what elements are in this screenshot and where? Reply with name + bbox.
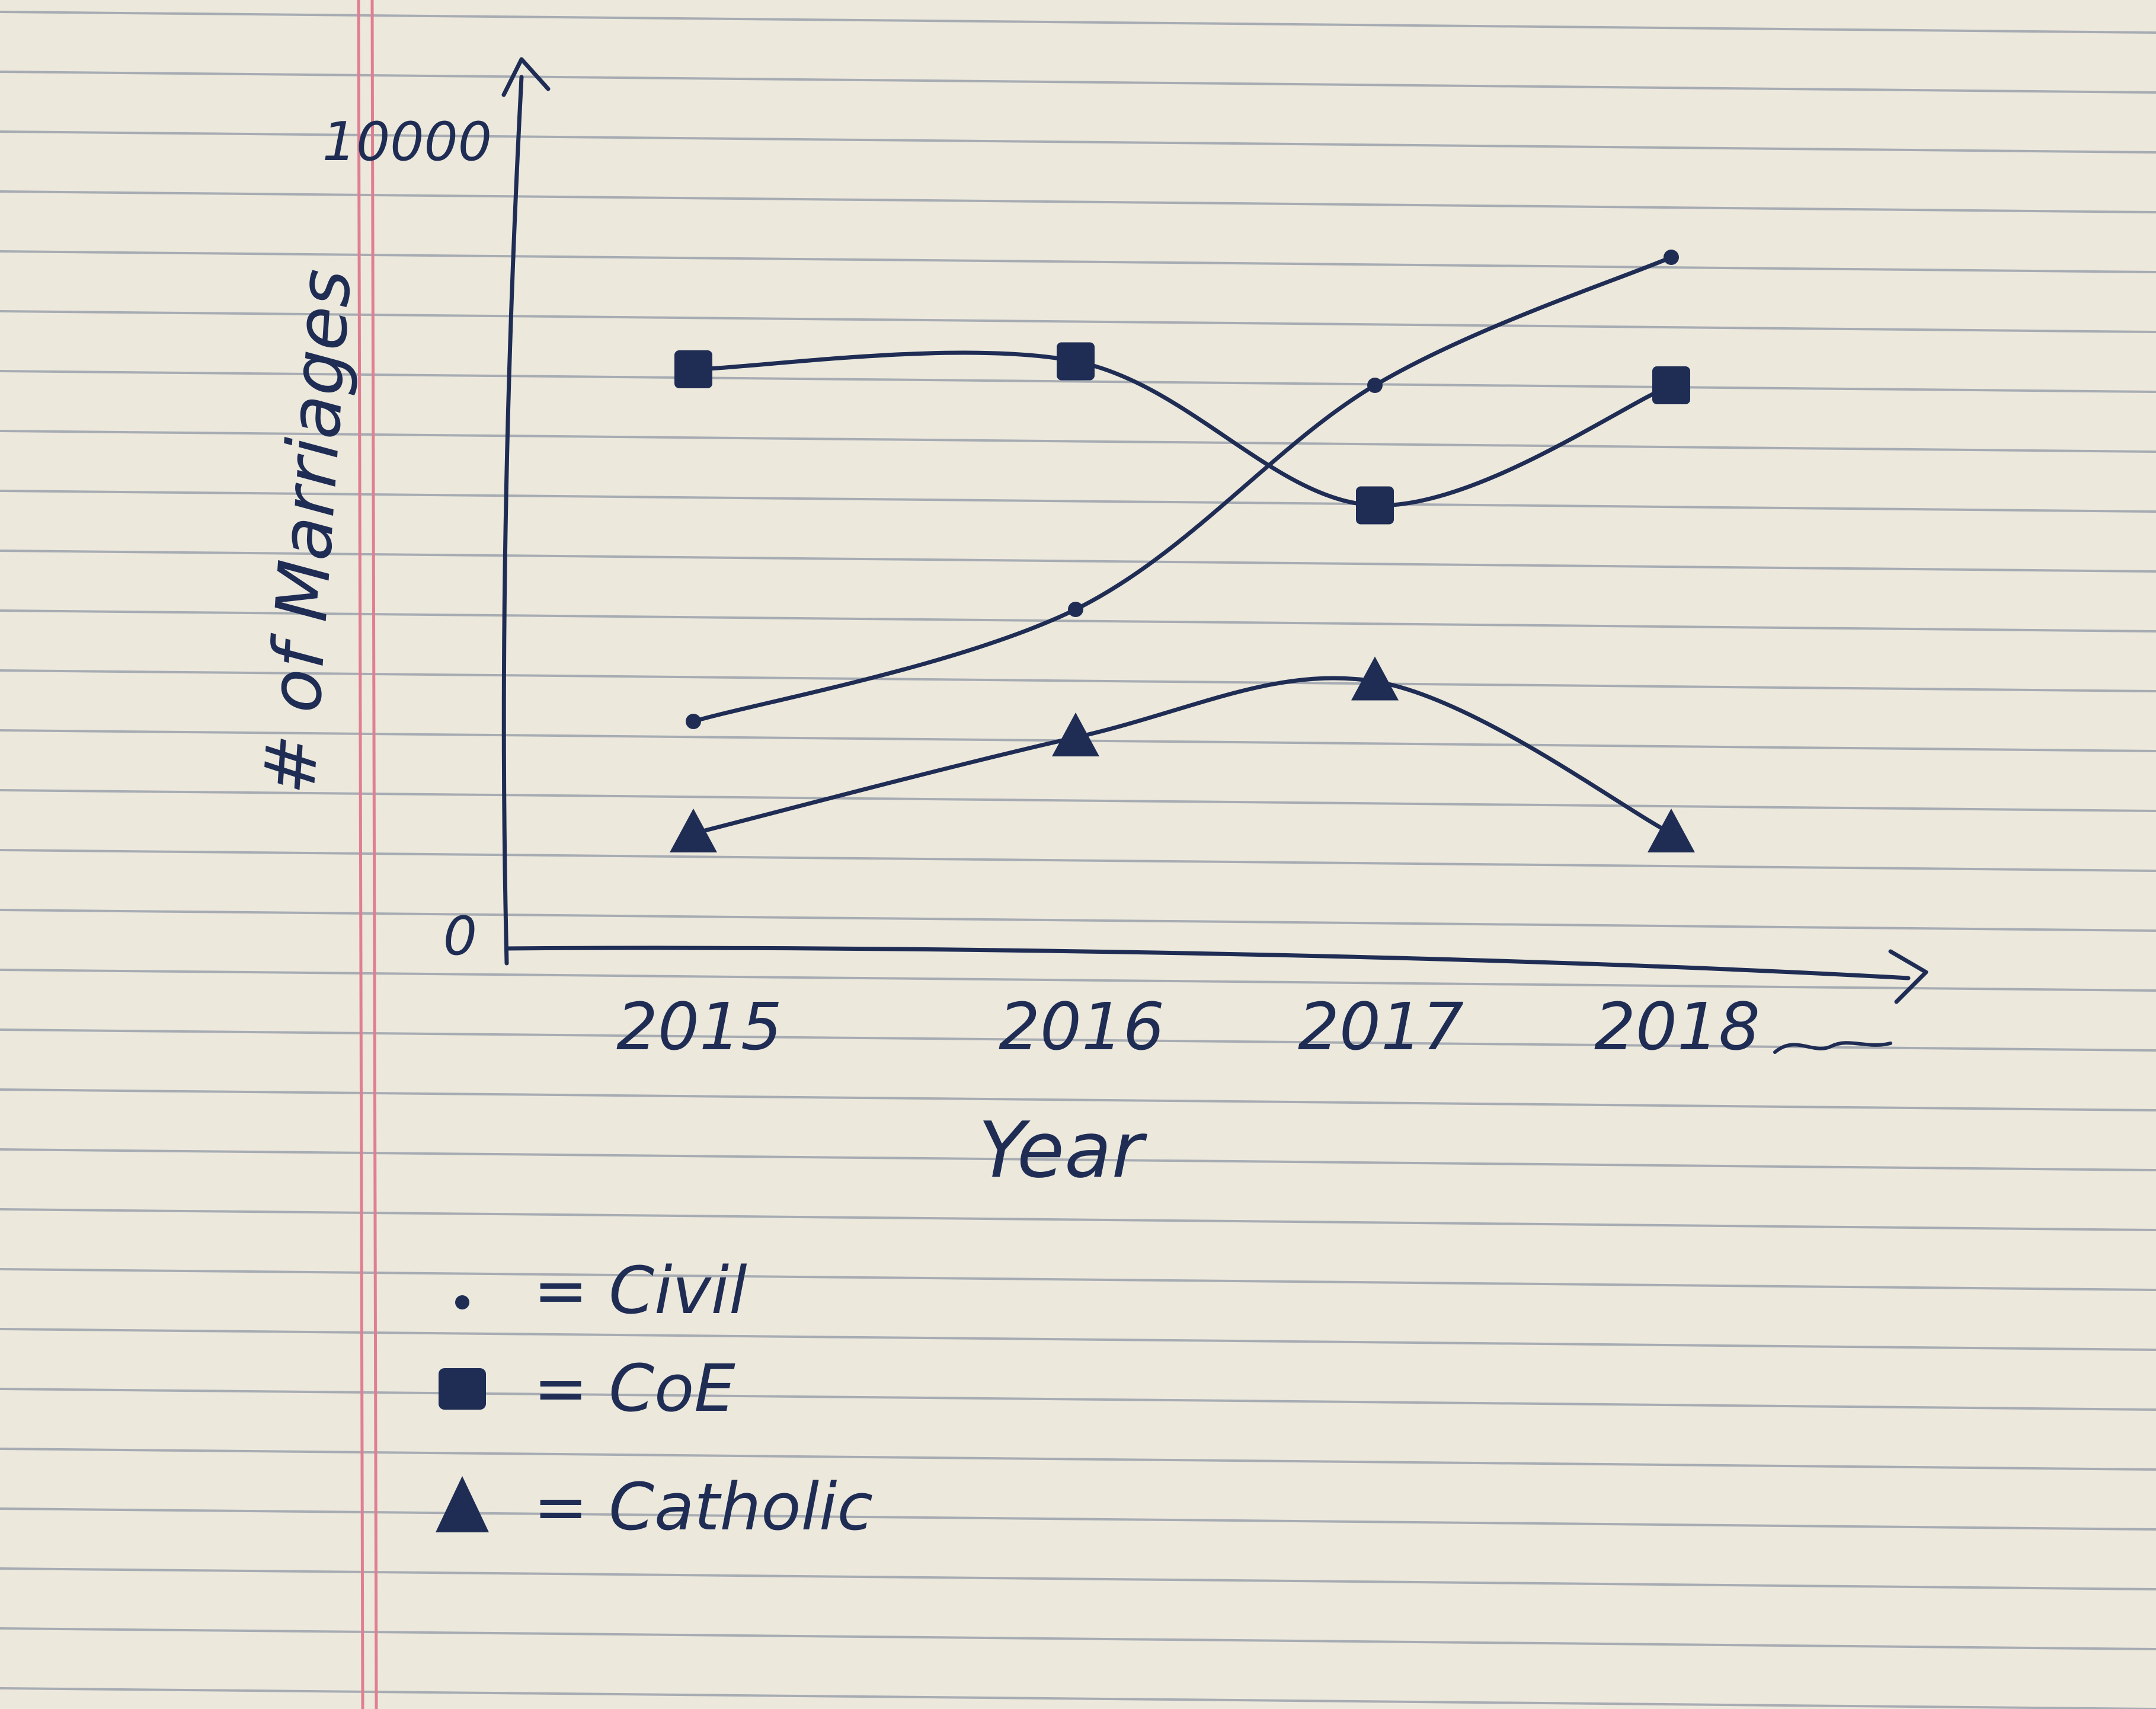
x-axis-arrow — [1888, 949, 1928, 1004]
x-axis-tilde — [1773, 1041, 1892, 1054]
x-tick-label: 2018 — [1594, 989, 1760, 1065]
series-markers — [670, 250, 1695, 852]
data-point-civil — [1068, 602, 1083, 617]
x-tick-label: 2017 — [1298, 989, 1464, 1065]
legend-label: = Catholic — [533, 1469, 873, 1545]
margin-lines — [357, 0, 378, 1709]
line-chart: 2015 2016 2017 2018 0 10000 Year # of Marriag… — [248, 57, 1928, 1545]
data-point-civil — [1664, 250, 1679, 265]
data-point-catholic — [1648, 809, 1695, 852]
data-point-civil — [686, 714, 701, 729]
data-point-catholic — [1052, 713, 1099, 756]
data-point-coe — [1057, 342, 1095, 381]
data-point-coe — [1652, 366, 1690, 404]
data-point-coe — [1356, 486, 1394, 525]
legend-symbol — [436, 1476, 489, 1532]
data-point-civil — [1367, 378, 1383, 393]
series-line-civil — [691, 255, 1674, 724]
series-line-coe — [691, 350, 1674, 508]
x-tick-label: 2015 — [616, 989, 782, 1065]
x-axis — [504, 945, 1911, 980]
x-axis-label: Year — [978, 1105, 1148, 1195]
data-point-catholic — [670, 809, 717, 852]
series-line-catholic — [691, 676, 1674, 836]
x-tick-label: 2016 — [999, 989, 1165, 1065]
legend-symbol — [455, 1295, 469, 1309]
data-point-catholic — [1351, 656, 1399, 701]
y-axis-label: # of Marriages — [248, 267, 367, 797]
ruled-lines — [0, 11, 2156, 1709]
series-lines — [691, 255, 1674, 836]
data-point-coe — [674, 350, 712, 388]
y-axis-arrow — [501, 57, 551, 97]
y-tick-label: 10000 — [322, 111, 492, 173]
y-tick-label: 0 — [443, 905, 477, 967]
legend: = Civil = CoE = Catholic — [436, 1253, 873, 1545]
legend-label: = Civil — [533, 1253, 747, 1328]
legend-label: = CoE — [533, 1350, 735, 1426]
legend-symbol — [439, 1368, 486, 1410]
y-axis — [501, 75, 524, 966]
axis-tick-labels: 2015 2016 2017 2018 0 10000 — [322, 111, 1760, 1065]
